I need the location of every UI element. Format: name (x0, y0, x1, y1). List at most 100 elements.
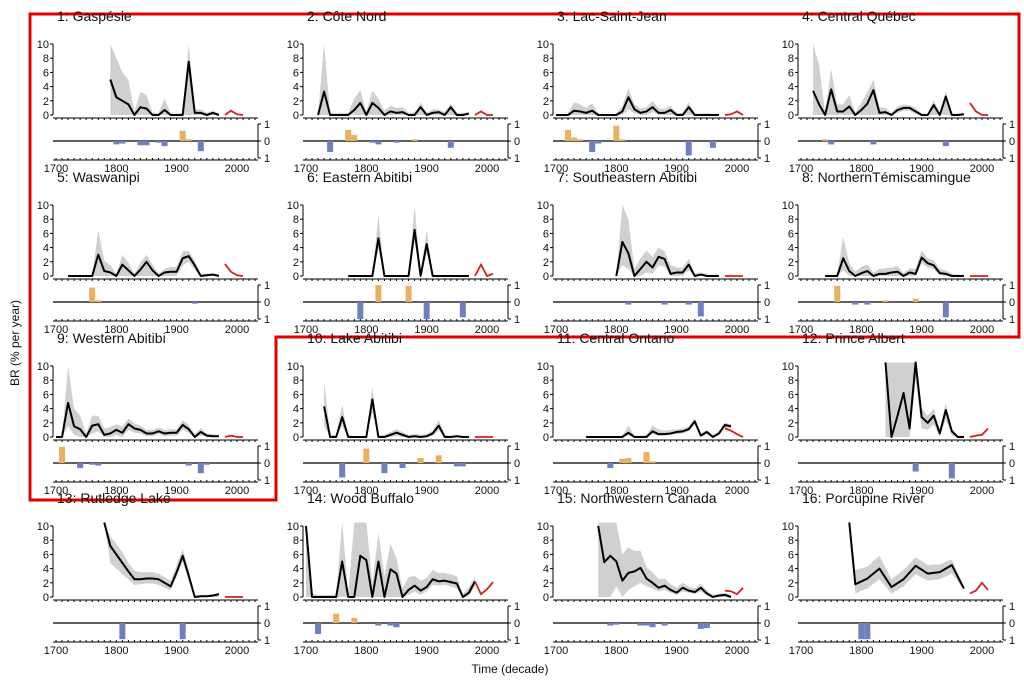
panel-title: 16: Porcupine River (802, 490, 925, 506)
y-tick-label: 8 (543, 53, 549, 65)
recent-series-line (724, 587, 744, 596)
negative-bar (912, 463, 919, 472)
negative-bar (155, 141, 162, 143)
negative-bar (327, 141, 334, 153)
y-tick-label: 6 (43, 67, 49, 79)
x-tick-label: 1900 (414, 645, 438, 657)
bar-y-tick-label: 1 (514, 441, 520, 453)
negative-bar (625, 302, 632, 305)
y-tick-label: 6 (43, 228, 49, 240)
bar-y-tick-label: 1 (514, 635, 520, 647)
negative-bar (191, 302, 198, 304)
x-tick-label: 1700 (294, 645, 318, 657)
y-tick-label: 8 (293, 53, 299, 65)
x-axis-label: Time (decade) (472, 662, 549, 676)
bar-y-tick-label: 1 (1009, 280, 1015, 292)
y-tick-label: 6 (43, 549, 49, 561)
negative-bar (459, 463, 466, 467)
y-tick-label: 4 (293, 404, 299, 416)
panel-title: 7: Southeastern Abitibi (557, 169, 697, 185)
negative-bar (375, 141, 382, 145)
y-tick-label: 8 (543, 214, 549, 226)
bar-y-tick-label: 0 (264, 458, 270, 470)
y-tick-label: 10 (782, 200, 794, 212)
y-tick-label: 2 (543, 418, 549, 430)
y-axis-label: BR (% per year) (8, 300, 22, 386)
negative-bar (661, 302, 668, 305)
x-tick-label: 2000 (475, 163, 499, 175)
negative-bar (393, 141, 400, 143)
x-tick-label: 1700 (789, 645, 813, 657)
bar-y-tick-label: 1 (1009, 601, 1015, 613)
recent-series-line (474, 110, 494, 116)
x-tick-label: 1800 (104, 485, 128, 497)
y-tick-label: 10 (537, 361, 549, 373)
confidence-band (306, 522, 475, 597)
positive-bar (882, 300, 889, 302)
y-tick-label: 4 (543, 404, 549, 416)
x-tick-label: 1700 (44, 163, 68, 175)
y-tick-label: 6 (293, 228, 299, 240)
positive-bar (619, 458, 626, 463)
br-series-line (109, 60, 220, 116)
bar-y-tick-label: 1 (764, 153, 770, 165)
y-tick-label: 10 (37, 200, 49, 212)
negative-bar (870, 141, 877, 145)
x-tick-label: 2000 (475, 324, 499, 336)
y-tick-label: 8 (293, 535, 299, 547)
x-tick-label: 1800 (849, 485, 873, 497)
x-tick-label: 1700 (294, 324, 318, 336)
y-tick-label: 6 (788, 67, 794, 79)
panel-title: 8: NorthernTémiscamingue (802, 169, 971, 185)
x-tick-label: 2000 (225, 645, 249, 657)
bar-y-tick-label: 1 (1009, 475, 1015, 487)
confidence-band (849, 522, 964, 594)
y-tick-label: 4 (788, 564, 794, 576)
x-tick-label: 1900 (164, 485, 188, 497)
bar-y-tick-label: 0 (264, 618, 270, 630)
positive-bar (405, 285, 412, 302)
y-tick-label: 6 (788, 549, 794, 561)
y-tick-label: 2 (788, 96, 794, 108)
x-tick-label: 1900 (909, 645, 933, 657)
bar-y-tick-label: 1 (764, 314, 770, 326)
y-tick-label: 4 (788, 404, 794, 416)
highlight-outline (28, 12, 1021, 502)
y-tick-label: 2 (43, 96, 49, 108)
y-tick-label: 4 (293, 82, 299, 94)
positive-bar (333, 613, 340, 623)
bar-y-tick-label: 1 (764, 280, 770, 292)
y-tick-label: 10 (537, 521, 549, 533)
y-tick-label: 0 (293, 271, 299, 283)
y-tick-label: 4 (543, 564, 549, 576)
negative-bar (453, 463, 460, 467)
bar-y-tick-label: 1 (514, 475, 520, 487)
negative-bar (179, 623, 186, 640)
x-tick-label: 1700 (294, 163, 318, 175)
x-tick-label: 1800 (104, 645, 128, 657)
confidence-band (68, 229, 219, 276)
x-tick-label: 1900 (664, 324, 688, 336)
y-tick-label: 10 (537, 200, 549, 212)
recent-series-line (969, 102, 989, 116)
y-tick-label: 2 (293, 578, 299, 590)
negative-bar (607, 463, 614, 469)
x-tick-label: 2000 (725, 163, 749, 175)
br-series-line (323, 398, 469, 438)
y-tick-label: 0 (43, 110, 49, 122)
br-series-line (56, 401, 219, 438)
y-tick-label: 10 (37, 39, 49, 51)
x-tick-label: 1900 (164, 324, 188, 336)
x-tick-label: 1800 (849, 645, 873, 657)
bar-y-tick-label: 1 (764, 119, 770, 131)
y-tick-label: 6 (543, 389, 549, 401)
x-tick-label: 1800 (604, 163, 628, 175)
recent-series-line (474, 262, 494, 278)
